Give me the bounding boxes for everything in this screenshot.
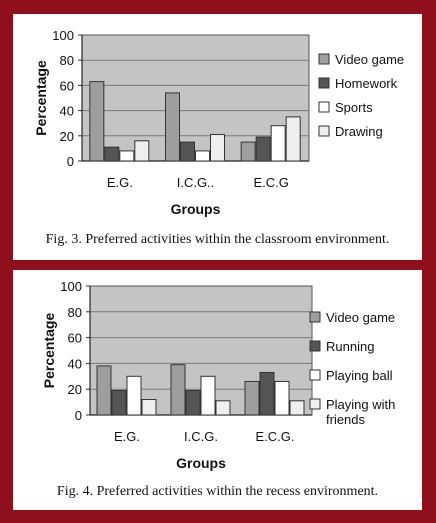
figure-caption: Fig. 4. Preferred activities within the …: [56, 484, 379, 499]
legend-label: Video game: [326, 310, 395, 325]
y-tick-label: 20: [60, 129, 74, 144]
chart-panel-fig3: 0 20 40 60 80 100 E.G. I.C.G.. E.C.G Groups Percen…: [13, 14, 422, 260]
legend-label: Video game: [335, 52, 404, 67]
bar: [104, 146, 120, 162]
legend-swatch: [309, 398, 321, 410]
bar: [111, 389, 127, 416]
bar: [289, 400, 305, 416]
bar: [134, 140, 150, 162]
bar: [165, 92, 180, 162]
legend-swatch: [309, 311, 321, 323]
y-tick-label: 60: [68, 331, 82, 346]
legend-swatch: [318, 101, 330, 113]
legend-label: Running: [326, 339, 374, 354]
legend-label: friends: [326, 412, 366, 427]
y-tick-label: 40: [60, 104, 74, 119]
x-axis-title: Groups: [171, 201, 221, 217]
y-tick-label: 100: [52, 28, 74, 43]
legend-label: Playing ball: [326, 368, 393, 383]
bar: [285, 116, 301, 162]
bar: [244, 380, 260, 416]
figure-caption: Fig. 3. Preferred activities within the …: [45, 232, 390, 247]
x-tick-label: I.C.G.: [184, 429, 218, 444]
legend-label: Drawing: [335, 124, 383, 139]
y-tick-label: 80: [60, 53, 74, 68]
chart-panel-fig4: 0 20 40 60 80 100 E.G. I.C.G. E.C.G. Groups Percen…: [13, 270, 422, 510]
y-tick-label: 80: [68, 305, 82, 320]
bar: [240, 141, 256, 162]
bar: [274, 380, 290, 416]
legend-swatch: [318, 77, 330, 89]
legend-label: Sports: [335, 100, 373, 115]
bar: [195, 150, 210, 162]
legend-swatch: [318, 53, 330, 65]
y-tick-label: 100: [60, 279, 82, 294]
legend-swatch: [318, 125, 330, 137]
bar: [185, 389, 201, 416]
y-axis-title: Percentage: [33, 60, 49, 136]
x-tick-label: E.G.: [107, 175, 133, 190]
y-tick-label: 0: [75, 408, 82, 423]
bar: [170, 364, 186, 416]
bar: [180, 141, 195, 162]
legend-label: Homework: [335, 76, 398, 91]
legend-swatch: [309, 369, 321, 381]
y-tick-label: 20: [68, 382, 82, 397]
bar: [126, 375, 142, 416]
bar: [141, 399, 157, 416]
bar-chart-fig3: 0 20 40 60 80 100 E.G. I.C.G.. E.C.G Groups Percen…: [33, 28, 404, 217]
y-tick-label: 0: [67, 154, 74, 169]
x-tick-label: I.C.G..: [177, 175, 215, 190]
legend-swatch: [309, 340, 321, 352]
bar-chart-fig4: 0 20 40 60 80 100 E.G. I.C.G. E.C.G. Groups Percen…: [41, 279, 395, 471]
bar: [96, 365, 112, 416]
bar: [210, 134, 225, 162]
x-tick-label: E.G.: [114, 429, 140, 444]
bar: [215, 400, 231, 416]
x-tick-label: E.C.G.: [255, 429, 294, 444]
bar: [89, 81, 105, 162]
x-tick-label: E.C.G: [253, 175, 288, 190]
bar: [200, 375, 216, 416]
bar: [255, 136, 271, 162]
legend-label: Playing with: [326, 397, 395, 412]
y-tick-label: 60: [60, 78, 74, 93]
bar: [259, 371, 275, 416]
x-axis-title: Groups: [176, 455, 226, 471]
y-axis-title: Percentage: [41, 313, 57, 389]
bar: [119, 150, 135, 162]
bar: [270, 125, 286, 162]
y-tick-label: 40: [68, 356, 82, 371]
